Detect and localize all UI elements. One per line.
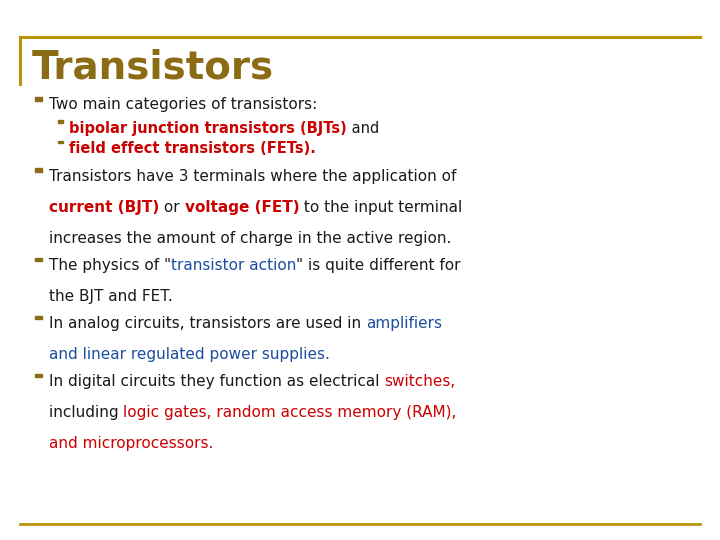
Text: " is quite different for: " is quite different for [297,258,461,273]
Text: field effect transistors (FETs).: field effect transistors (FETs). [69,141,316,156]
Text: voltage (FET): voltage (FET) [185,200,300,215]
Text: Transistors: Transistors [32,49,274,86]
Text: to the input terminal: to the input terminal [300,200,462,215]
Text: and: and [347,120,379,136]
Text: including: including [49,405,123,420]
Text: In digital circuits they function as electrical: In digital circuits they function as ele… [49,374,384,389]
Text: increases the amount of charge in the active region.: increases the amount of charge in the ac… [49,231,451,246]
Text: The physics of ": The physics of " [49,258,171,273]
Text: amplifiers: amplifiers [366,316,442,331]
Text: and microprocessors.: and microprocessors. [49,436,213,451]
Text: current (BJT): current (BJT) [49,200,159,215]
Text: or: or [159,200,185,215]
Text: Transistors have 3 terminals where the application of: Transistors have 3 terminals where the a… [49,168,456,184]
Text: transistor action: transistor action [171,258,297,273]
Text: the BJT and FET.: the BJT and FET. [49,289,173,304]
Text: Two main categories of transistors:: Two main categories of transistors: [49,97,318,112]
Text: switches,: switches, [384,374,456,389]
Text: and linear regulated power supplies.: and linear regulated power supplies. [49,347,330,362]
Text: logic gates, random access memory (RAM),: logic gates, random access memory (RAM), [123,405,456,420]
Text: bipolar junction transistors (BJTs): bipolar junction transistors (BJTs) [69,120,347,136]
Text: In analog circuits, transistors are used in: In analog circuits, transistors are used… [49,316,366,331]
